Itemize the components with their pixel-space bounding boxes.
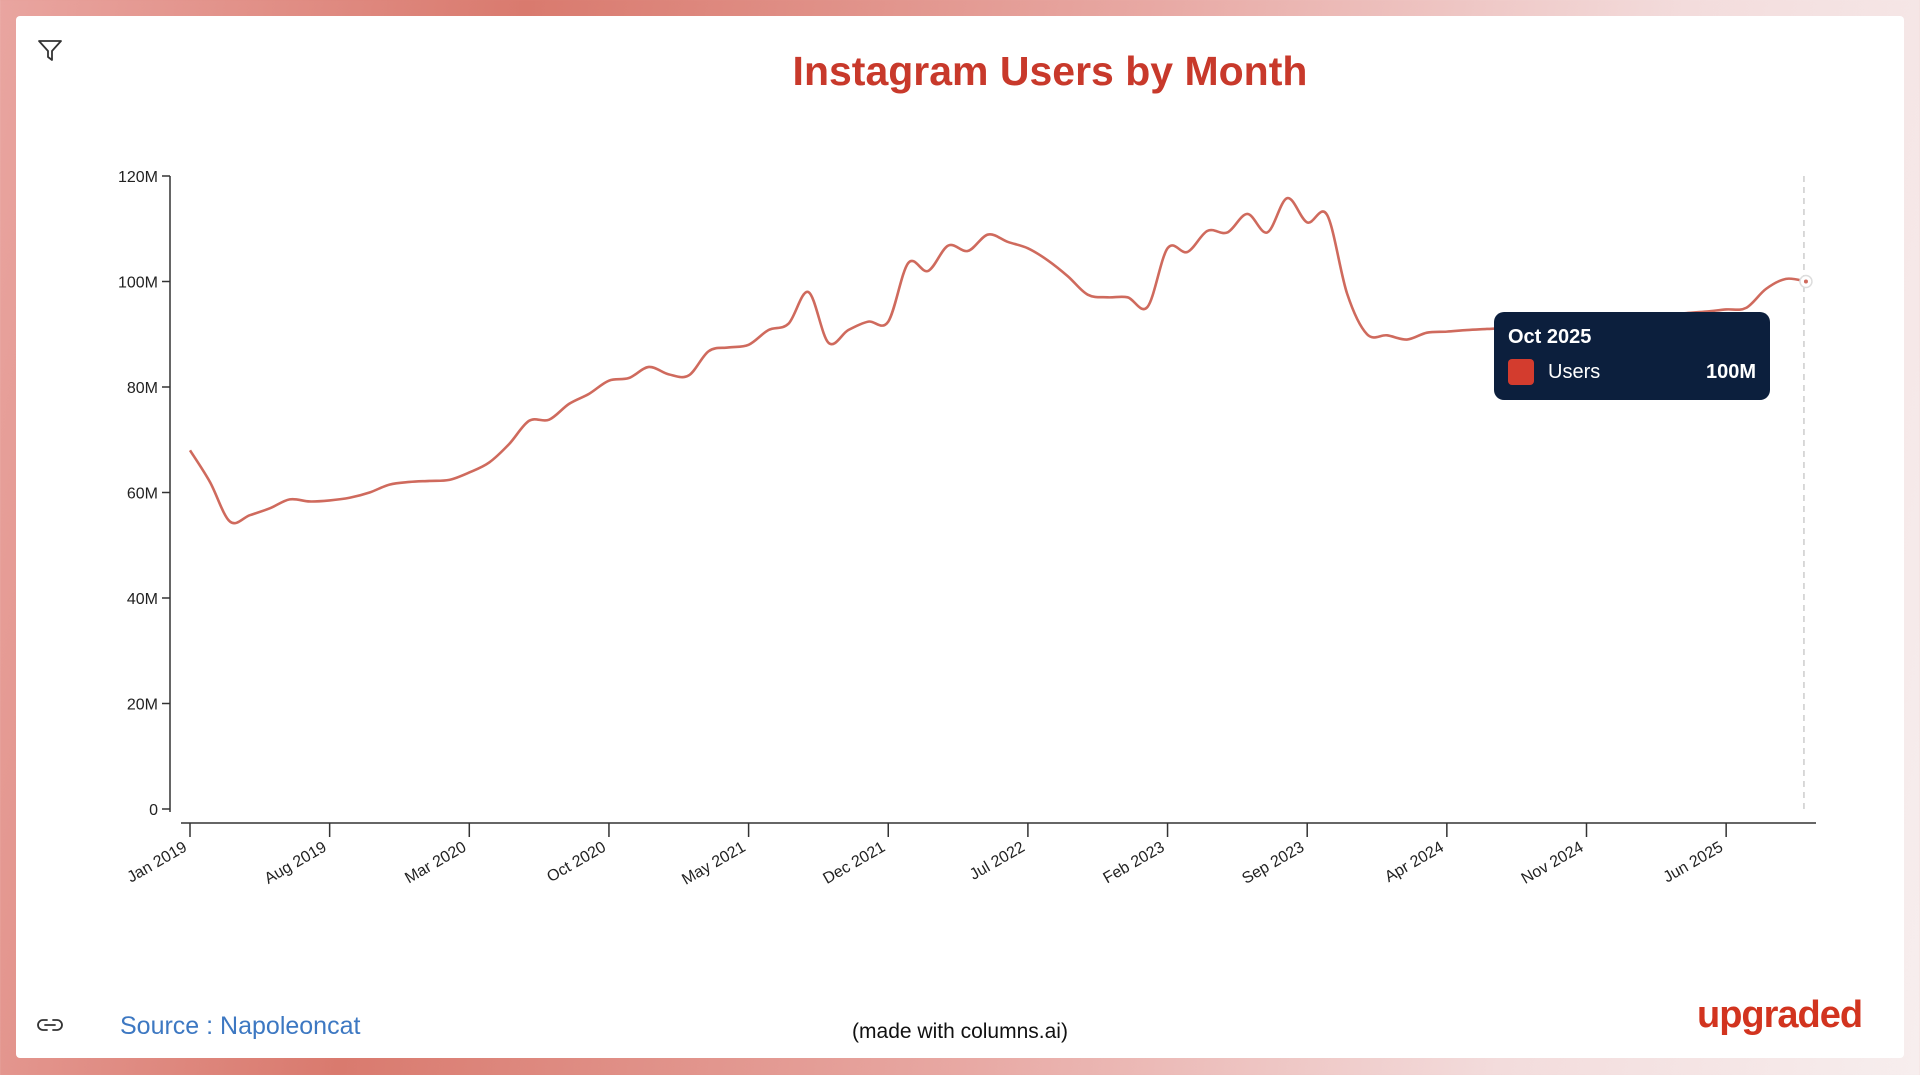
y-tick-label: 80M — [127, 380, 158, 397]
x-tick-label: Dec 2021 — [820, 839, 888, 888]
x-tick-label: Mar 2020 — [402, 839, 469, 888]
chart-title: Instagram Users by Month — [792, 48, 1308, 94]
made-with-credit: (made with columns.ai) — [852, 1020, 1068, 1043]
y-tick-label: 20M — [127, 697, 158, 714]
x-tick-label: Jun 2025 — [1661, 839, 1727, 887]
upgraded-logo: upgraded — [1697, 994, 1863, 1036]
legend-swatch — [1508, 359, 1534, 385]
hover-point — [1803, 279, 1808, 284]
x-tick-label: Jul 2022 — [967, 839, 1028, 884]
y-tick-label: 40M — [127, 591, 158, 608]
x-tick-label: Aug 2019 — [262, 839, 330, 888]
link-icon[interactable] — [36, 1015, 64, 1035]
y-tick-label: 0 — [149, 802, 158, 819]
chart-card — [16, 16, 1904, 1058]
y-tick-label: 120M — [118, 169, 158, 186]
y-tick-label: 100M — [118, 275, 158, 292]
x-tick-label: Oct 2020 — [544, 839, 609, 886]
x-tick-label: May 2021 — [679, 839, 748, 889]
x-tick-label: Nov 2024 — [1519, 839, 1587, 888]
x-tick-label: Sep 2023 — [1239, 839, 1307, 888]
tooltip: Oct 2025 Users 100M — [1494, 312, 1770, 400]
x-tick-label: Apr 2024 — [1382, 839, 1447, 886]
tooltip-value: 100M — [1705, 360, 1756, 383]
x-tick-label: Jan 2019 — [124, 839, 190, 887]
y-tick-label: 60M — [127, 486, 158, 503]
x-tick-label: Feb 2023 — [1100, 839, 1167, 888]
tooltip-date: Oct 2025 — [1508, 326, 1592, 348]
tooltip-series: Users — [1548, 360, 1601, 383]
filter-icon[interactable] — [37, 38, 63, 64]
source-link[interactable]: Source : Napoleoncat — [120, 1012, 361, 1040]
